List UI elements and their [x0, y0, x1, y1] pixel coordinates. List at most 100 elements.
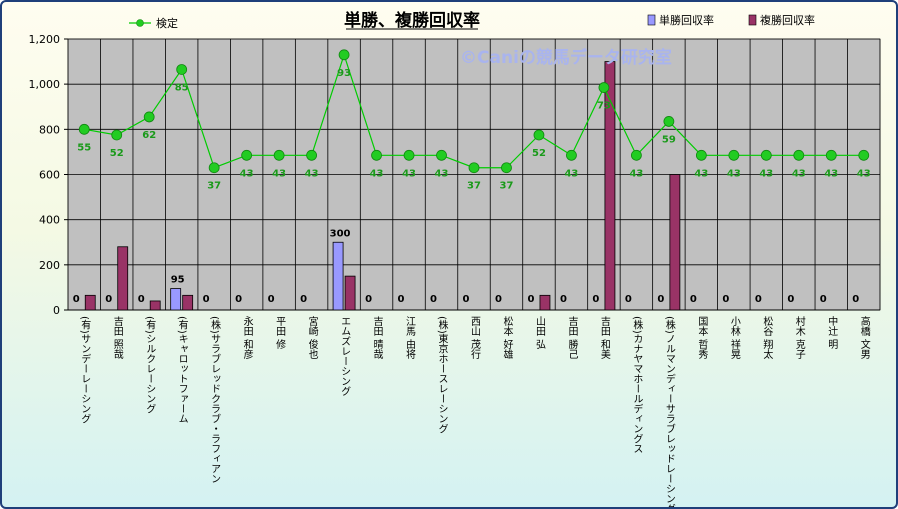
- category-label: (有)シルクレーシング: [144, 316, 156, 414]
- line-value-label: 59: [662, 134, 676, 145]
- y-tick-label: 1,200: [29, 33, 61, 46]
- legend-label-line: 検定: [156, 16, 178, 30]
- bar-place: [182, 294, 194, 311]
- y-tick-label: 800: [39, 123, 60, 136]
- bar-place: [84, 294, 96, 311]
- line-value-label: 55: [77, 142, 91, 153]
- win-value-label: 0: [398, 294, 405, 305]
- win-value-label: 300: [330, 228, 351, 239]
- line-value-label: 93: [337, 68, 351, 79]
- bar-place: [117, 246, 129, 311]
- category-label: (株)ノルマンディーサラブレッドレーシング: [663, 316, 675, 509]
- line-value-label: 43: [694, 168, 708, 179]
- line-point: [436, 149, 447, 161]
- line-point: [468, 162, 480, 174]
- line-value-label: 52: [110, 148, 124, 159]
- line-point: [306, 149, 318, 161]
- category-label: 山田 弘: [533, 316, 545, 350]
- category-label: 高橋 文男: [858, 315, 870, 360]
- line-value-label: 43: [435, 168, 449, 179]
- category-label: 中辻 明: [826, 315, 838, 350]
- bar-place: [669, 174, 681, 311]
- line-value-label: 62: [142, 130, 156, 141]
- legend-swatch-win: [647, 14, 656, 26]
- bar-value-labels: 0 0 0 95 0 0 0 0 300 0 0 0 0 0 0 0 0 0 0 0 0 0 0 0 0: [73, 228, 860, 305]
- category-label: (有)キャロットファーム: [176, 316, 188, 424]
- line-value-label: 43: [402, 168, 416, 179]
- bar-win: [332, 241, 344, 311]
- win-value-label: 0: [820, 294, 827, 305]
- bar-win: [170, 288, 182, 311]
- win-value-label: 0: [203, 294, 210, 305]
- line-point: [208, 162, 220, 174]
- category-label: 松谷 翔太: [761, 315, 773, 360]
- line-value-label: 43: [564, 168, 578, 179]
- y-tick-label: 1,000: [29, 78, 61, 91]
- win-value-label: 0: [300, 294, 307, 305]
- win-value-label: 0: [592, 294, 599, 305]
- line-point: [793, 149, 805, 161]
- category-label: (株)カナヤマホールディングス: [631, 316, 643, 454]
- win-value-label: 0: [235, 294, 242, 305]
- category-label: (株)サラブレッドクラブ・ラフィアン: [209, 316, 221, 484]
- line-point: [663, 116, 675, 127]
- win-value-label: 0: [495, 294, 502, 305]
- y-tick-label: 200: [39, 259, 60, 272]
- line-point: [501, 162, 512, 174]
- line-point: [566, 149, 577, 161]
- line-value-label: 43: [857, 168, 871, 179]
- category-label: 吉田 和美: [598, 316, 610, 360]
- category-label: 村木 克子: [793, 315, 805, 359]
- line-point: [143, 111, 155, 123]
- category-label: 吉田 照哉: [111, 316, 123, 359]
- line-value-label: 37: [500, 181, 514, 192]
- line-point: [241, 149, 253, 161]
- line-value-label: 43: [824, 168, 838, 179]
- win-value-label: 0: [527, 294, 534, 305]
- category-label: (株)東京ホースレーシング: [436, 316, 448, 434]
- legend: 検定 単勝回収率 複勝回収率: [129, 13, 815, 30]
- category-label: 小林 祥晃: [728, 316, 740, 360]
- line-value-label: 43: [792, 168, 806, 179]
- win-value-label: 0: [105, 294, 112, 305]
- win-value-label: 0: [365, 294, 372, 305]
- win-value-label: 0: [755, 294, 762, 305]
- y-tick-label: 0: [53, 304, 60, 317]
- y-axis-ticks: 0 200 400 600 800 1,000 1,200: [29, 33, 68, 317]
- legend-label-win: 単勝回収率: [659, 13, 714, 27]
- line-value-label: 43: [370, 168, 384, 179]
- line-point: [598, 82, 610, 93]
- line-value-label: 85: [175, 82, 189, 93]
- category-label: (有)サンデーレーシング: [79, 316, 91, 424]
- chart-title: 単勝、複勝回収率: [344, 10, 480, 31]
- bar-place: [149, 300, 161, 311]
- line-point: [825, 149, 837, 161]
- line-value-label: 37: [207, 181, 221, 192]
- line-value-labels: 55 52 62 85 37 43 43 43 93 43 43 43 37 37 52 43 73 43 59 43…: [77, 68, 870, 192]
- line-value-label: 43: [629, 168, 643, 179]
- y-tick-label: 600: [39, 169, 60, 182]
- win-value-label: 0: [560, 294, 567, 305]
- line-value-label: 43: [305, 168, 319, 179]
- line-value-label: 43: [272, 168, 286, 179]
- line-value-label: 73: [597, 101, 611, 112]
- watermark: ©Caniの競馬データ研究室: [460, 47, 672, 68]
- win-value-label: 0: [73, 294, 80, 305]
- line-point: [631, 149, 642, 161]
- bar-place: [344, 275, 356, 311]
- win-value-label: 0: [722, 294, 729, 305]
- category-label: 西山 茂行: [469, 316, 481, 360]
- category-label: 江馬 由将: [404, 316, 416, 359]
- line-series: [78, 49, 870, 174]
- category-label: 吉田 晴哉: [371, 316, 383, 359]
- category-label: 永田 和彦: [241, 315, 253, 360]
- win-value-label: 0: [690, 294, 697, 305]
- line-point: [338, 49, 350, 61]
- line-point: [728, 149, 740, 161]
- category-label: 吉田 勝己: [566, 316, 578, 359]
- line-value-label: 52: [532, 148, 546, 159]
- line-point: [533, 129, 545, 141]
- line-point: [273, 149, 285, 161]
